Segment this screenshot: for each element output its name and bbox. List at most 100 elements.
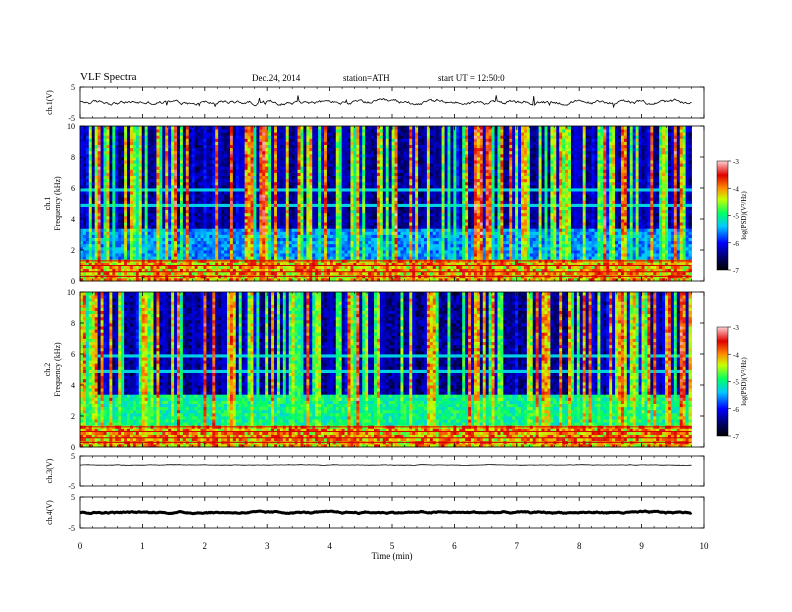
spectrogram-cell <box>118 147 122 152</box>
spectrogram-cell <box>341 203 345 207</box>
spectrogram-cell <box>324 188 328 192</box>
spectrogram-cell <box>218 268 222 273</box>
spectrogram-cell <box>318 237 322 242</box>
spectrogram-cell <box>97 250 101 254</box>
spectrogram-cell <box>221 203 225 207</box>
spectrogram-cell <box>253 178 257 183</box>
spectrogram-cell <box>127 126 131 130</box>
spectrogram-cell <box>338 194 343 198</box>
spectrogram-cell <box>362 169 366 173</box>
spectrogram-cell <box>185 243 190 248</box>
spectrogram-cell <box>147 219 151 223</box>
spectrogram-cell <box>229 250 234 254</box>
spectrogram-cell <box>341 215 345 220</box>
spectrogram-cell <box>326 246 331 251</box>
spectrogram-cell <box>262 228 266 232</box>
spectrogram-cell <box>321 172 325 176</box>
spectrogram-cell <box>159 175 163 180</box>
spectrogram-cell <box>138 135 143 139</box>
spectrogram-cell <box>268 219 272 223</box>
spectrogram-cell <box>338 135 343 139</box>
spectrogram-cell <box>285 243 290 248</box>
spectrogram-cell <box>194 181 198 186</box>
spectrogram-cell <box>309 206 313 211</box>
spectrogram-cell <box>262 203 266 207</box>
spectrogram-cell <box>129 234 134 238</box>
spectrogram-cell <box>229 200 234 204</box>
spectrogram-cell <box>312 265 316 269</box>
spectrogram-cell <box>315 234 319 238</box>
spectrogram-cell <box>318 277 322 282</box>
spectrogram-cell <box>147 153 151 158</box>
spectrogram-cell <box>165 268 169 273</box>
spectrogram-cell <box>324 203 328 207</box>
spectrogram-cell <box>353 268 357 273</box>
spectrogram-cell <box>132 268 137 273</box>
spectrogram-cell <box>294 132 298 136</box>
spectrogram-cell <box>356 175 360 180</box>
spectrogram-cell <box>303 166 307 170</box>
spectrogram-cell <box>309 231 313 235</box>
spectrogram-cell <box>274 150 278 155</box>
spectrogram-cell <box>159 181 163 186</box>
spectrogram-cell <box>235 262 240 266</box>
spectrogram-cell <box>185 178 190 183</box>
spectrogram-cell <box>94 144 99 149</box>
spectrogram-cell <box>153 166 157 170</box>
spectrogram-cell <box>97 246 101 251</box>
spectrogram-cell <box>218 234 222 238</box>
spectrogram-cell <box>265 243 269 248</box>
spectrogram-cell <box>338 234 343 238</box>
spectrogram-cell <box>109 129 113 133</box>
spectrogram-cell <box>153 262 157 266</box>
spectrogram-cell <box>229 144 234 149</box>
spectrogram-cell <box>365 222 369 226</box>
spectrogram-cell <box>341 153 345 158</box>
spectrogram-cell <box>318 203 322 207</box>
spectrogram-cell <box>200 268 204 273</box>
spectrogram-cell <box>303 181 307 186</box>
spectrogram-cell <box>171 150 175 155</box>
spectrogram-cell <box>91 141 96 145</box>
spectrogram-cell <box>271 243 275 248</box>
spectrogram-cell <box>100 277 104 282</box>
spectrogram-cell <box>238 169 243 173</box>
spectrogram-cell <box>121 191 125 195</box>
spectrogram-cell <box>312 271 316 276</box>
spectrogram-cell <box>100 184 104 189</box>
spectrogram-cell <box>324 172 328 176</box>
spectrogram-cell <box>288 225 293 229</box>
spectrogram-cell <box>294 144 298 149</box>
spectrogram-cell <box>118 271 122 276</box>
spectrogram-cell <box>291 203 296 207</box>
spectrogram-cell <box>185 271 190 276</box>
spectrogram-cell <box>274 206 278 211</box>
spectrogram-cell <box>221 277 225 282</box>
spectrogram-cell <box>85 197 90 201</box>
spectrogram-cell <box>94 250 99 254</box>
spectrogram-cell <box>332 256 337 260</box>
spectrogram-cell <box>127 160 131 164</box>
spectrogram-cell <box>353 225 357 229</box>
spectrogram-cell <box>362 237 366 242</box>
spectrogram-cell <box>200 169 204 173</box>
spectrogram-cell <box>276 212 281 217</box>
spectrogram-cell <box>97 222 101 226</box>
spectrogram-cell <box>112 153 116 158</box>
spectrogram-cell <box>297 225 301 229</box>
spectrogram-cell <box>153 240 157 245</box>
spectrogram-cell <box>309 194 313 198</box>
spectrogram-cell <box>97 206 101 211</box>
spectrogram-cell <box>229 126 234 130</box>
spectrogram-cell <box>94 200 99 204</box>
spectrogram-cell <box>212 147 216 152</box>
spectrogram-cell <box>168 141 172 145</box>
spectrogram-cell <box>256 200 260 204</box>
y-tick-label: 5 <box>71 83 75 92</box>
spectrogram-cell <box>162 147 166 152</box>
spectrogram-cell <box>188 219 193 223</box>
spectrogram-cell <box>297 256 301 260</box>
spectrogram-cell <box>274 194 278 198</box>
spectrogram-cell <box>326 228 331 232</box>
spectrogram-cell <box>250 147 254 152</box>
